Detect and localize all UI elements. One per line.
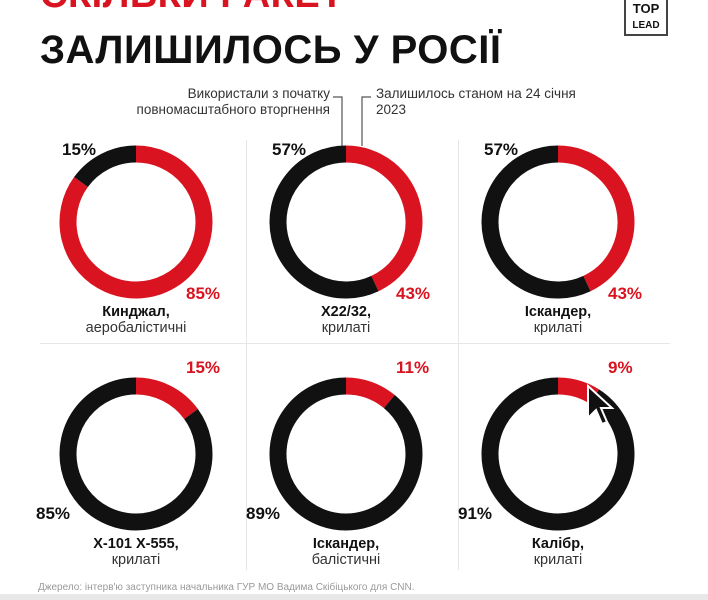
donut-name-label: Іскандер, [524, 304, 592, 320]
donut-sub-label: крилаті [533, 552, 583, 568]
donut-used-arc [269, 145, 379, 299]
donut-remaining-arc [59, 145, 213, 299]
donut-remaining-pct: 15% [186, 358, 221, 377]
logo-text-bottom: LEAD [632, 20, 660, 31]
donut-remaining-arc [557, 145, 635, 292]
grid-divider-vertical-2 [458, 140, 459, 570]
donut-used-pct: 57% [272, 140, 307, 159]
donut-used-pct: 57% [484, 140, 519, 159]
donut-used-pct: 85% [36, 504, 71, 523]
logo-text-top: TOP [632, 1, 660, 16]
donut-remaining-arc [345, 377, 395, 409]
donut-name-label: Кинджал, [102, 304, 170, 320]
page-title-line2: ЗАЛИШИЛОСЬ У РОСІЇ [40, 28, 502, 72]
bottom-bar [0, 594, 708, 600]
donut-sub-label: крилаті [533, 320, 583, 336]
legend-remaining-label: Залишилось станом на 24 січня 2023 [376, 86, 576, 117]
donut-remaining-pct: 43% [608, 284, 643, 303]
donut-used-arc [481, 377, 635, 531]
donut-used-pct: 89% [246, 504, 281, 523]
legend-used-label: Використали з початку повномасштабного в… [136, 86, 330, 117]
donut-remaining-pct: 11% [396, 358, 430, 377]
donut-sub-label: крилаті [111, 552, 161, 568]
donut-used-pct: 91% [458, 504, 493, 523]
donut-used-arc [59, 377, 213, 531]
donut-remaining-arc [345, 145, 423, 292]
donut-used-arc [269, 377, 423, 531]
grid-divider-vertical-1 [246, 140, 247, 570]
donut-name-label: Калібр, [531, 536, 585, 552]
mouse-cursor-icon [587, 384, 615, 426]
donut-remaining-pct: 85% [186, 284, 221, 303]
donut-name-label: Іскандер, [312, 536, 380, 552]
donut-used-arc [481, 145, 591, 299]
donut-remaining-pct: 43% [396, 284, 431, 303]
donut-remaining-pct: 9% [608, 358, 633, 377]
donut-used-pct: 15% [62, 140, 97, 159]
donut-sub-label: аеробалістичні [85, 320, 187, 336]
grid-divider-horizontal [40, 343, 670, 344]
donut-remaining-arc [135, 377, 198, 420]
toplead-logo: TOP LEAD [624, 0, 668, 36]
donut-name-label: Х22/32, [321, 304, 371, 320]
donut-used-arc [74, 145, 137, 188]
source-note: Джерело: інтерв'ю заступника начальника … [38, 582, 415, 593]
donut-sub-label: балістичні [311, 552, 381, 568]
donut-sub-label: крилаті [321, 320, 371, 336]
donut-name-label: Х-101 Х-555, [93, 536, 179, 552]
page-title-line1: СКІЛЬКИ РАКЕТ [40, 0, 344, 17]
